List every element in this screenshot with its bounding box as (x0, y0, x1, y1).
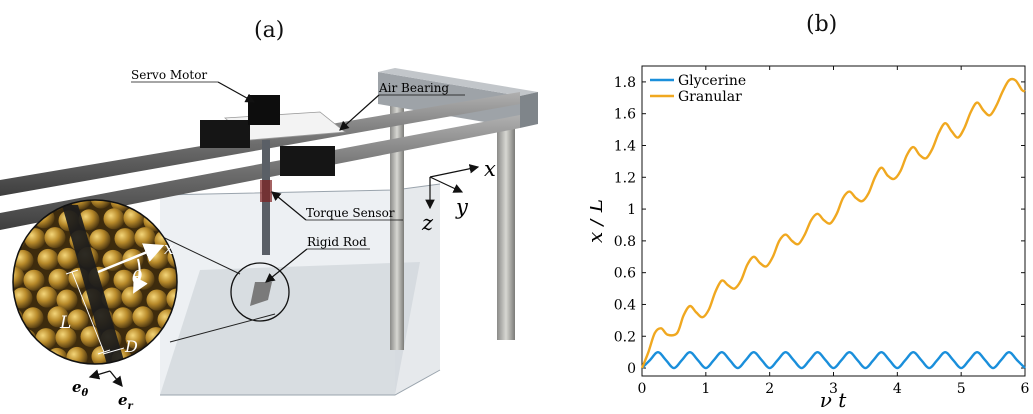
panel-label-b: (b) (806, 12, 838, 37)
bead (36, 286, 58, 308)
bead (146, 289, 168, 311)
y-tick-label: 0 (627, 361, 636, 377)
y-tick-label: 0.8 (614, 234, 636, 250)
bead (102, 249, 124, 271)
axis-x-label: x (484, 157, 496, 181)
bead (57, 247, 79, 269)
x-tick-label: 4 (893, 381, 902, 397)
bead (47, 306, 69, 328)
bead (158, 267, 177, 289)
bead (13, 287, 33, 309)
bead (66, 346, 88, 364)
panel-label-a: (a) (254, 18, 285, 43)
axis-z-label: z (421, 211, 434, 235)
x-tick-label: 3 (829, 381, 838, 397)
bead (100, 367, 121, 388)
displacement-chart: 0 1 2 3 4 5 6 0 0.2 0.4 0.6 0.8 1 1.2 1.4 1.6 1.8 Glycer… (590, 65, 1030, 412)
bead (44, 227, 66, 249)
legend-glycerine: Glycerine (678, 73, 746, 89)
glass-tank (159, 183, 441, 396)
y-tick-label: 1.8 (614, 75, 636, 91)
y-tick-label: 0.4 (614, 297, 636, 313)
basis-e-theta: eθ (72, 378, 89, 399)
legend-granular: Granular (678, 89, 742, 105)
y-axis-label: x / L (590, 199, 607, 243)
bead (48, 268, 70, 290)
inset-D-label: D (124, 337, 138, 356)
bead (37, 248, 59, 270)
y-tick-label: 0.2 (614, 329, 636, 345)
bead (134, 227, 156, 249)
x-tick-label: 0 (638, 381, 647, 397)
bead (24, 228, 46, 250)
legend: Glycerine Granular (650, 73, 746, 105)
bead (13, 266, 25, 288)
x-tick-label: 6 (1021, 381, 1030, 397)
axis-y-label: y (455, 195, 469, 219)
bead (80, 368, 101, 389)
bead (114, 228, 136, 250)
bead (121, 286, 143, 308)
x-tick-label: 2 (765, 381, 774, 397)
bead (13, 229, 26, 251)
bead (113, 269, 135, 291)
bead (103, 208, 125, 230)
inset-L-label: L (59, 313, 71, 333)
bead (22, 307, 44, 329)
bead (13, 308, 24, 330)
bead (35, 328, 57, 350)
bead (112, 307, 134, 329)
y-tick-label: 0.6 (614, 266, 636, 282)
x-tick-label: 1 (701, 381, 710, 397)
callout-rigid-rod: Rigid Rod (307, 235, 367, 249)
bead (70, 200, 92, 210)
series-line-granular (640, 77, 1026, 369)
callout-torque-sensor: Torque Sensor (306, 206, 395, 220)
bead (125, 366, 146, 387)
bead (67, 309, 89, 331)
bead (15, 367, 36, 388)
bead (55, 327, 77, 349)
x-tick-label: 5 (957, 381, 966, 397)
series-line-glycerine (641, 350, 1026, 370)
rod-highlight-circle (230, 262, 290, 322)
bead (13, 345, 23, 364)
support-frame (378, 68, 538, 350)
bead (26, 348, 48, 364)
y-tick-label: 1.4 (614, 138, 636, 154)
y-tick-label: 1.6 (614, 107, 636, 123)
y-tick-label: 1.2 (614, 170, 636, 186)
y-tick-label: 1 (627, 202, 636, 218)
inset-theta-label: θ (132, 268, 142, 288)
bead (132, 306, 154, 328)
x-axis-label: ν t (820, 388, 848, 412)
bead (35, 366, 56, 387)
bead (166, 288, 177, 310)
inset-x-label: x (164, 239, 174, 259)
callout-air-bearing: Air Bearing (378, 81, 449, 95)
bead (89, 229, 111, 251)
basis-e-r: er (118, 391, 134, 412)
bead (125, 328, 147, 350)
bead (15, 329, 37, 351)
carriage (200, 95, 347, 306)
bead (23, 269, 45, 291)
callout-servo-motor: Servo Motor (131, 68, 207, 82)
apparatus-illustration: x θ L D eθ er x y z Servo Motor Air Bear… (0, 68, 538, 412)
bead (56, 289, 78, 311)
guide-rods (0, 92, 520, 230)
bead (90, 200, 112, 209)
